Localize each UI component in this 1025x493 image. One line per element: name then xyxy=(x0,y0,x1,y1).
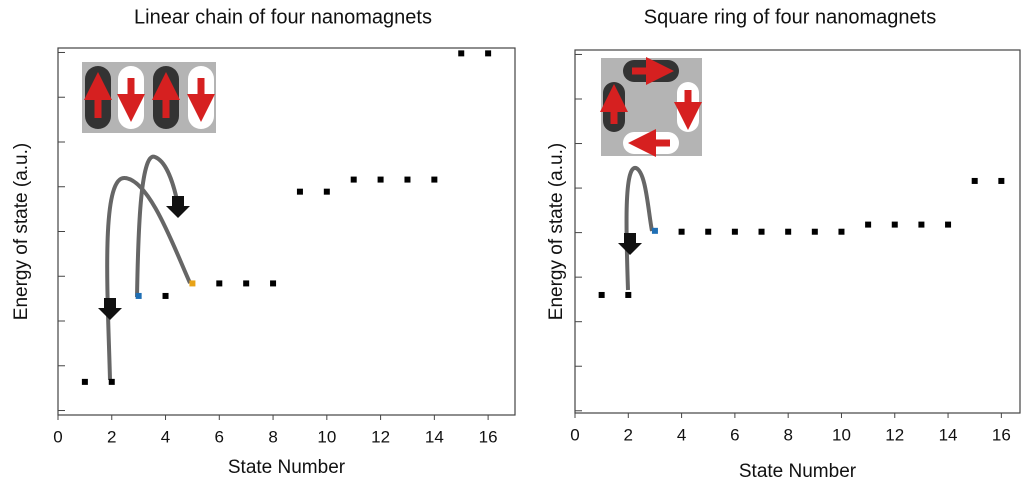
x-tick-label: 0 xyxy=(570,425,579,444)
x-tick-label: 2 xyxy=(107,427,116,446)
state-point xyxy=(458,50,464,56)
state-point xyxy=(785,229,791,235)
x-tick-label: 14 xyxy=(939,425,958,444)
x-tick-label: 8 xyxy=(783,425,792,444)
state-point xyxy=(652,228,658,234)
state-point xyxy=(972,178,978,184)
x-tick-label: 4 xyxy=(161,427,170,446)
state-point xyxy=(865,222,871,228)
x-tick-label: 10 xyxy=(832,425,851,444)
state-point xyxy=(404,177,410,183)
x-axis-label: State Number xyxy=(228,457,346,478)
state-point xyxy=(297,189,303,195)
x-tick-label: 14 xyxy=(425,427,444,446)
state-point xyxy=(599,292,605,298)
y-axis-label: Energy of state (a.u.) xyxy=(546,143,567,320)
y-axis-label: Energy of state (a.u.) xyxy=(11,143,32,320)
chart-title: Linear chain of four nanomagnets xyxy=(134,6,432,28)
x-tick-label: 8 xyxy=(268,427,277,446)
x-axis-label: State Number xyxy=(739,461,857,482)
state-point xyxy=(812,229,818,235)
chart-title: Square ring of four nanomagnets xyxy=(644,6,936,28)
x-tick-label: 0 xyxy=(53,427,62,446)
inset-chain xyxy=(82,62,216,133)
x-tick-label: 2 xyxy=(624,425,633,444)
state-point xyxy=(189,280,195,286)
state-point xyxy=(270,280,276,286)
state-point xyxy=(431,177,437,183)
x-tick-label: 12 xyxy=(371,427,390,446)
state-point xyxy=(998,178,1004,184)
x-tick-label: 16 xyxy=(479,427,498,446)
state-point xyxy=(732,229,738,235)
state-point xyxy=(892,222,898,228)
state-point xyxy=(485,50,491,56)
x-tick-label: 6 xyxy=(730,425,739,444)
state-point xyxy=(945,222,951,228)
state-point xyxy=(351,177,357,183)
x-tick-label: 10 xyxy=(317,427,336,446)
x-tick-label: 16 xyxy=(992,425,1011,444)
state-point xyxy=(679,229,685,235)
state-point xyxy=(216,280,222,286)
state-point xyxy=(625,292,631,298)
x-tick-label: 12 xyxy=(885,425,904,444)
x-tick-label: 4 xyxy=(677,425,686,444)
state-point xyxy=(109,379,115,385)
figure: Linear chain of four nanomagnets State Nu… xyxy=(0,0,1025,488)
state-point xyxy=(918,222,924,228)
state-point xyxy=(378,177,384,183)
state-point xyxy=(163,293,169,299)
state-point xyxy=(838,229,844,235)
x-tick-label: 6 xyxy=(215,427,224,446)
inset-ring xyxy=(601,58,702,156)
state-point xyxy=(243,280,249,286)
state-point xyxy=(82,379,88,385)
transition-curves xyxy=(107,157,652,380)
state-point xyxy=(705,229,711,235)
state-point xyxy=(136,293,142,299)
state-point xyxy=(759,229,765,235)
state-point xyxy=(324,189,330,195)
